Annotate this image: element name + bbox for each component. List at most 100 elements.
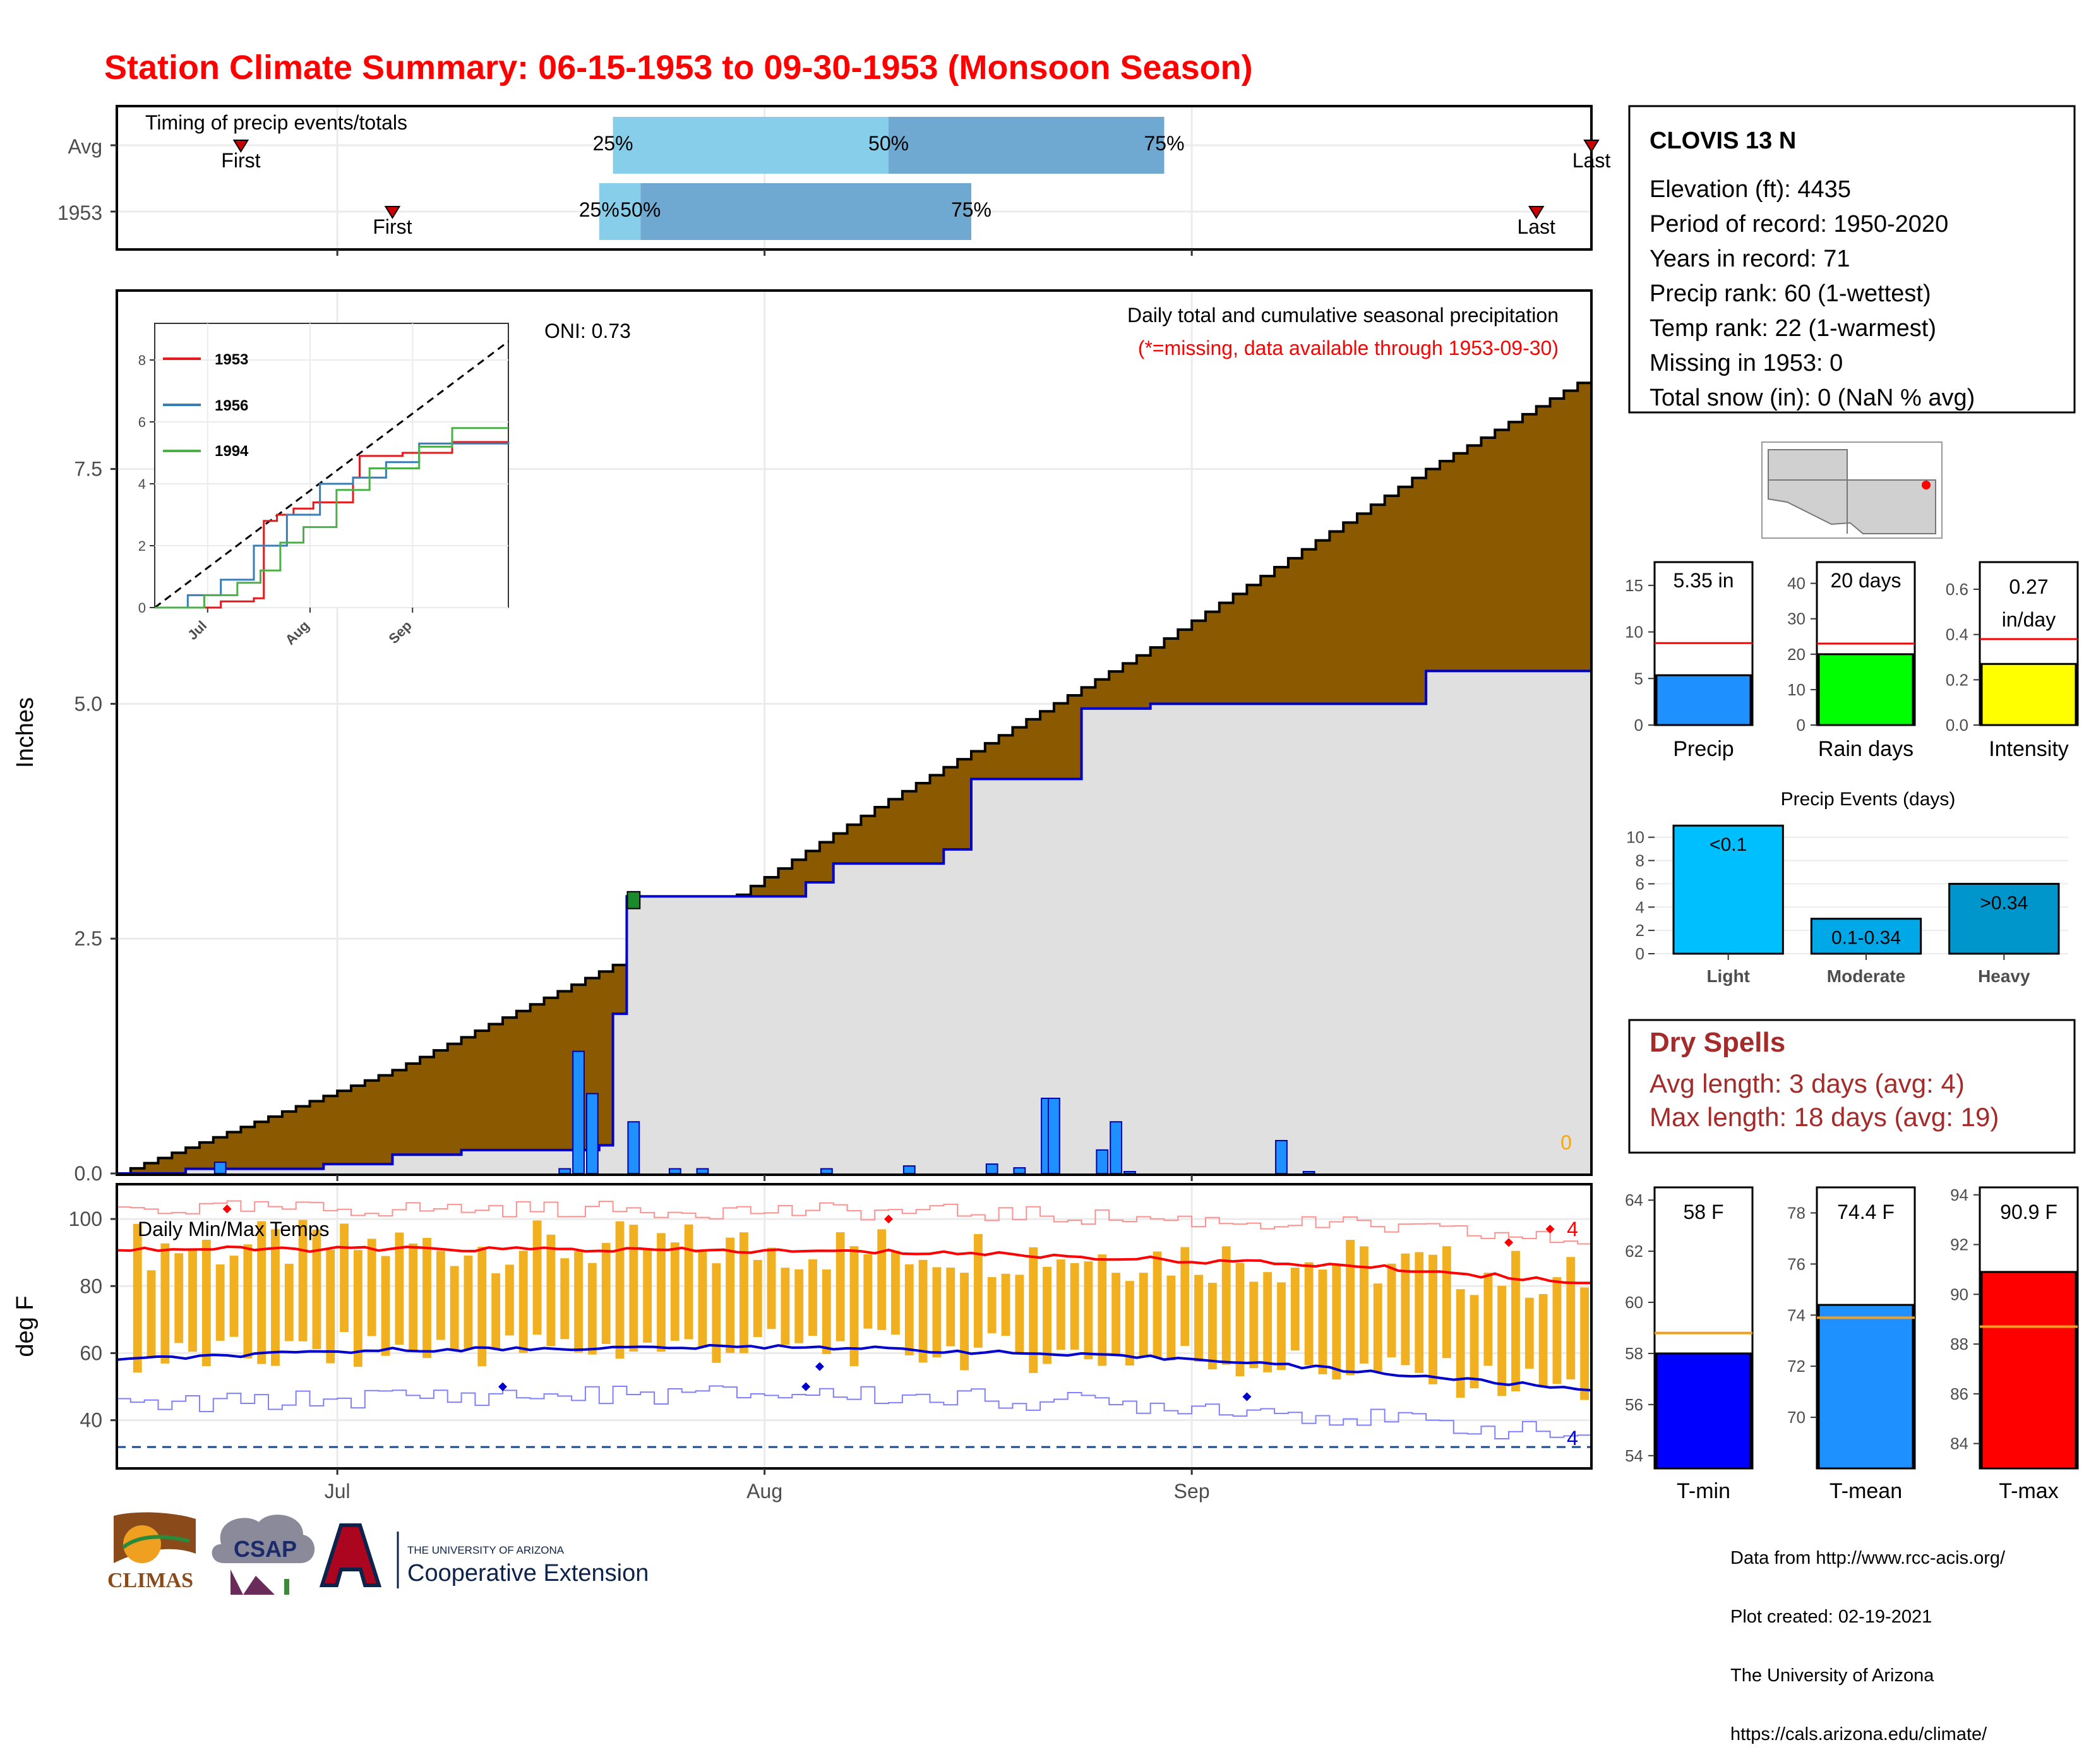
y-tick-label: 60 bbox=[1625, 1293, 1643, 1312]
y-tick-label: 80 bbox=[80, 1275, 102, 1297]
y-tick-label: 88 bbox=[1950, 1335, 1968, 1353]
y-tick-label: 100 bbox=[69, 1208, 102, 1230]
daily-temp-bar bbox=[464, 1256, 473, 1350]
daily-temp-bar bbox=[1249, 1281, 1259, 1369]
inset-legend-1994: 1994 bbox=[215, 443, 249, 460]
daily-temp-bar bbox=[904, 1264, 914, 1356]
event-bar bbox=[1810, 918, 1922, 955]
daily-temp-bar bbox=[1235, 1263, 1245, 1377]
observed-cumulative-area bbox=[117, 671, 1591, 1173]
observed-cumulative-line bbox=[117, 669, 1591, 1175]
daily-temp-bar bbox=[753, 1259, 762, 1337]
daily-temp-bar bbox=[147, 1270, 156, 1359]
daily-temp-bar bbox=[1318, 1269, 1327, 1374]
timing-p25-label: 25% bbox=[593, 132, 633, 155]
daily-temp-bar bbox=[629, 1225, 638, 1352]
y-tick-label: 76 bbox=[1787, 1254, 1806, 1273]
location-map bbox=[1761, 441, 1943, 539]
average-max-line bbox=[116, 1245, 1592, 1285]
daily-temp-bar bbox=[381, 1256, 390, 1356]
dry-spells-box: Dry Spells Avg length: 3 days (avg: 4) M… bbox=[1628, 1019, 2076, 1154]
timing-bar-early bbox=[613, 117, 889, 174]
temp-summary-label: T-max bbox=[1999, 1479, 2058, 1503]
daily-precip-bar bbox=[1110, 1121, 1123, 1175]
inset-y-tick-label: 0 bbox=[138, 600, 146, 616]
y-tick-label: 40 bbox=[80, 1409, 102, 1432]
last-event-marker bbox=[1528, 206, 1545, 219]
y-tick-label: 10 bbox=[1626, 828, 1644, 847]
inset-y-tick-label: 2 bbox=[138, 538, 146, 554]
daily-temp-bar bbox=[1153, 1251, 1162, 1358]
daily-temp-bar bbox=[532, 1220, 542, 1335]
timing-p50-label: 50% bbox=[868, 132, 909, 155]
y-tick-label: 86 bbox=[1950, 1384, 1968, 1403]
station-info-line: Missing in 1953: 0 bbox=[1650, 350, 1843, 376]
daily-precip-bar bbox=[1013, 1167, 1026, 1174]
daily-temp-bar bbox=[740, 1232, 748, 1353]
station-name: CLOVIS 13 N bbox=[1650, 128, 1796, 154]
daily-temp-bar bbox=[946, 1267, 955, 1347]
timing-panel-label: Timing of precip events/totals bbox=[145, 111, 407, 134]
daily-precip-bar bbox=[572, 1050, 585, 1174]
y-tick-label: 64 bbox=[1625, 1191, 1643, 1209]
daily-temp-bar bbox=[574, 1251, 583, 1353]
y-tick-label: 0.0 bbox=[75, 1162, 102, 1185]
daily-temp-bar bbox=[1442, 1246, 1451, 1359]
logo-strip: CLIMAS CSAP THE UNIVERSITY OF ARIZONA Co… bbox=[101, 1506, 720, 1601]
climas-logo: CLIMAS bbox=[107, 1512, 196, 1592]
daily-temp-bar bbox=[1552, 1277, 1562, 1384]
summary-value-unit: in/day bbox=[2002, 608, 2056, 631]
daily-temp-bar bbox=[353, 1250, 362, 1367]
daily-precip-bar bbox=[820, 1168, 833, 1175]
daily-temp-bar bbox=[960, 1273, 969, 1371]
y-tick-label: 72 bbox=[1787, 1357, 1806, 1376]
timing-p75-label: 75% bbox=[951, 198, 991, 221]
y-tick-label: 30 bbox=[1787, 609, 1806, 628]
daily-temp-bar bbox=[1524, 1297, 1534, 1369]
daily-temp-bar bbox=[684, 1224, 693, 1340]
credits: Data from http://www.rcc-acis.org/ Plot … bbox=[1730, 1509, 2005, 1764]
ua-logo: THE UNIVERSITY OF ARIZONA Cooperative Ex… bbox=[319, 1523, 649, 1588]
daily-temp-bar bbox=[1056, 1259, 1065, 1350]
precip-annotation-missing: (*=missing, data available through 1953-… bbox=[1138, 337, 1559, 359]
first-event-label: First bbox=[373, 215, 412, 238]
temp-panel: 40 60 80 100 Daily Min/Max Temps deg F 4 4 bbox=[12, 1183, 1593, 1470]
y-tick-label: 15 bbox=[1625, 576, 1643, 595]
csap-logo-text: CSAP bbox=[234, 1536, 297, 1562]
daily-temp-bar bbox=[1043, 1266, 1051, 1364]
x-tick-label: Sep bbox=[1174, 1480, 1210, 1503]
timing-p75-label: 75% bbox=[1144, 132, 1184, 155]
y-tick-label: 74 bbox=[1787, 1305, 1806, 1324]
daily-temp-bar bbox=[670, 1242, 680, 1341]
daily-temp-bar bbox=[1098, 1254, 1107, 1366]
daily-precip-bar bbox=[696, 1168, 709, 1175]
climate-summary-figure: Station Climate Summary: 06-15-1953 to 0… bbox=[12, 49, 2079, 1503]
record-max-line bbox=[117, 1200, 1592, 1247]
daily-temp-bar bbox=[243, 1244, 253, 1359]
y-tick-label: 0 bbox=[1634, 716, 1643, 735]
y-tick-label: 70 bbox=[1787, 1408, 1806, 1427]
first-event-marker bbox=[232, 140, 249, 153]
temp-summary-value: 90.9 F bbox=[2000, 1201, 2057, 1223]
y-tick-label: 54 bbox=[1625, 1446, 1643, 1465]
daily-temp-bar bbox=[340, 1223, 349, 1333]
y-tick-label: 60 bbox=[80, 1341, 102, 1364]
daily-temp-bar bbox=[395, 1232, 404, 1345]
daily-temp-bar bbox=[505, 1264, 514, 1336]
dry-spells-avg: Avg length: 3 days (avg: 4) bbox=[1650, 1069, 1965, 1098]
inset-y-tick-label: 6 bbox=[138, 414, 146, 430]
daily-temp-bar bbox=[1497, 1285, 1507, 1396]
daily-precip-bar bbox=[1275, 1139, 1288, 1174]
y-tick-label: 62 bbox=[1625, 1242, 1643, 1261]
daily-precip-bar bbox=[1048, 1098, 1060, 1174]
daily-temp-bar bbox=[1387, 1263, 1396, 1358]
inset-series-line bbox=[155, 427, 508, 609]
y-tick-label: 2 bbox=[1636, 921, 1644, 940]
daily-temp-bar bbox=[794, 1269, 804, 1343]
record-high-marker bbox=[222, 1204, 232, 1214]
daily-temp-bar bbox=[1332, 1265, 1341, 1380]
daily-temp-bar bbox=[877, 1229, 887, 1330]
daily-temp-bar bbox=[643, 1249, 652, 1343]
daily-temp-bar bbox=[257, 1221, 266, 1364]
